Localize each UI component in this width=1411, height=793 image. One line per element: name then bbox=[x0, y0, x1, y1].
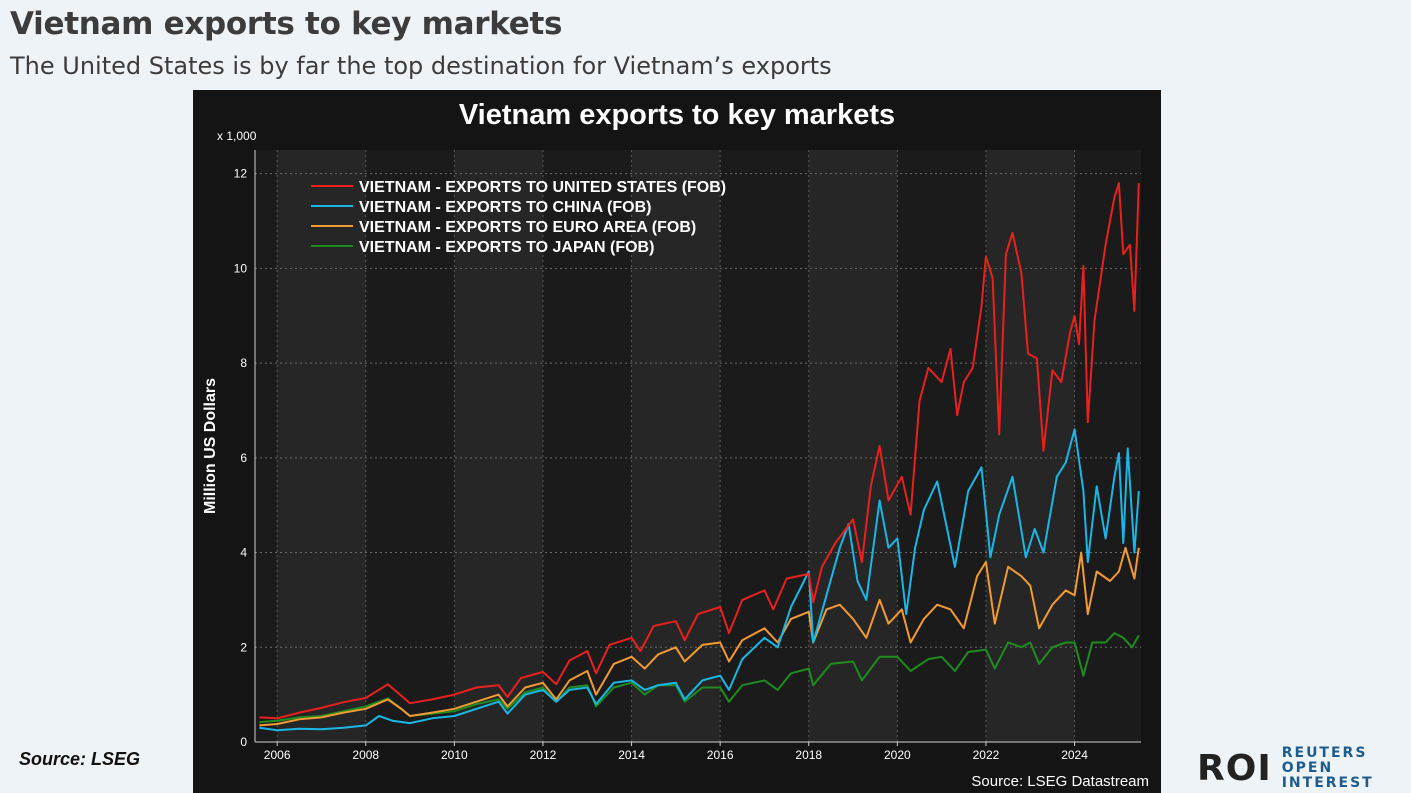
x-tick-label: 2018 bbox=[795, 748, 822, 762]
y-tick-label: 8 bbox=[240, 356, 247, 370]
x-tick-label: 2014 bbox=[618, 748, 645, 762]
y-tick-label: 12 bbox=[234, 167, 248, 181]
series-line-vietnam-exports-to-united-states-fob bbox=[259, 182, 1140, 720]
x-tick-label: 2020 bbox=[884, 748, 911, 762]
plot-band bbox=[631, 150, 721, 742]
y-tick-label: 0 bbox=[240, 735, 247, 749]
y-tick-label: 10 bbox=[234, 261, 248, 275]
plot-band bbox=[454, 150, 543, 742]
x-tick-label: 2012 bbox=[530, 748, 557, 762]
roi-logo-mark: ROI bbox=[1197, 747, 1272, 789]
x-tick-label: 2010 bbox=[441, 748, 468, 762]
x-tick-label: 2024 bbox=[1061, 748, 1088, 762]
legend-label: VIETNAM - EXPORTS TO JAPAN (FOB) bbox=[359, 239, 654, 256]
series-line-vietnam-exports-to-japan-fob bbox=[259, 632, 1140, 724]
plot-band bbox=[277, 150, 366, 742]
roi-logo-text: REUTERS OPEN INTEREST bbox=[1282, 746, 1411, 791]
legend-label: VIETNAM - EXPORTS TO EURO AREA (FOB) bbox=[359, 219, 696, 236]
roi-logo: ROI REUTERS OPEN INTEREST bbox=[1197, 746, 1411, 791]
series-line-vietnam-exports-to-euro-area-fob bbox=[259, 546, 1140, 727]
series-line-vietnam-exports-to-china-fob bbox=[259, 428, 1140, 732]
source-note: Source: LSEG Datastream bbox=[971, 773, 1149, 790]
y-tick-label: 4 bbox=[240, 546, 247, 560]
chart-title: Vietnam exports to key markets bbox=[459, 99, 895, 131]
x-tick-label: 2016 bbox=[707, 748, 734, 762]
y-tick-label: 2 bbox=[240, 640, 247, 654]
x-tick-label: 2006 bbox=[264, 748, 291, 762]
x-tick-label: 2008 bbox=[352, 748, 379, 762]
y-tick-label: 6 bbox=[240, 451, 247, 465]
plot-band bbox=[808, 150, 898, 742]
legend-label: VIETNAM - EXPORTS TO UNITED STATES (FOB) bbox=[359, 179, 726, 196]
source-label: Source: LSEG bbox=[19, 749, 141, 769]
page-title: Vietnam exports to key markets bbox=[10, 6, 563, 42]
roi-logo-line2: INTEREST bbox=[1281, 775, 1374, 791]
plot-band bbox=[985, 150, 1075, 742]
y-unit-note: x 1,000 bbox=[217, 129, 257, 143]
legend-label: VIETNAM - EXPORTS TO CHINA (FOB) bbox=[359, 199, 651, 216]
y-axis-label: Million US Dollars bbox=[202, 378, 219, 514]
roi-logo-line1: REUTERS OPEN bbox=[1281, 745, 1368, 776]
page-subtitle: The United States is by far the top dest… bbox=[10, 52, 832, 80]
x-tick-label: 2022 bbox=[973, 748, 1000, 762]
line-chart: Vietnam exports to key markets x 1,000 M… bbox=[202, 99, 1149, 790]
chart-panel: Vietnam exports to key markets x 1,000 M… bbox=[193, 90, 1161, 793]
